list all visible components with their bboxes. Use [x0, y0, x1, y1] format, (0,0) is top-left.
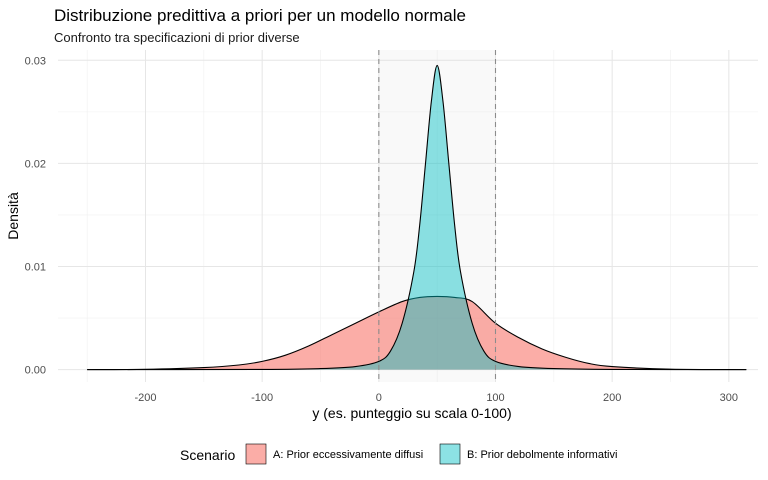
y-tick-label: 0.00 — [25, 365, 46, 377]
x-tick-label: 200 — [603, 392, 621, 404]
legend-title: Scenario — [180, 447, 235, 463]
density-area-b — [87, 65, 747, 370]
chart-title: Distribuzione predittiva a priori per un… — [54, 6, 466, 25]
density-areas — [87, 64, 747, 371]
x-tick-label: -200 — [134, 392, 156, 404]
y-tick-label: 0.02 — [25, 158, 46, 170]
y-tick-label: 0.01 — [25, 262, 46, 274]
x-tick-label: 300 — [720, 392, 738, 404]
legend-label-b: B: Prior debolmente informativi — [467, 449, 617, 461]
legend-swatch-b — [439, 443, 461, 465]
x-tick-labels: -200 -100 0 100 200 300 — [134, 392, 738, 404]
reference-lines — [378, 50, 497, 382]
x-tick-label: 100 — [486, 392, 504, 404]
legend: Scenario A: Prior eccessivamente diffusi… — [180, 443, 617, 465]
chart-subtitle: Confronto tra specificazioni di prior di… — [54, 30, 300, 45]
y-tick-labels: 0.00 0.01 0.02 0.03 — [25, 55, 46, 376]
density-line-b — [87, 64, 747, 371]
x-tick-label: 0 — [376, 392, 382, 404]
legend-label-a: A: Prior eccessivamente diffusi — [273, 449, 423, 461]
density-line-a — [87, 295, 747, 371]
x-tick-label: -100 — [251, 392, 273, 404]
y-axis-title: Densità — [5, 192, 21, 240]
density-area-a — [87, 296, 747, 370]
y-tick-label: 0.03 — [25, 55, 46, 67]
x-axis-title: y (es. punteggio su scala 0-100) — [312, 405, 511, 421]
legend-swatch-a — [245, 443, 267, 465]
